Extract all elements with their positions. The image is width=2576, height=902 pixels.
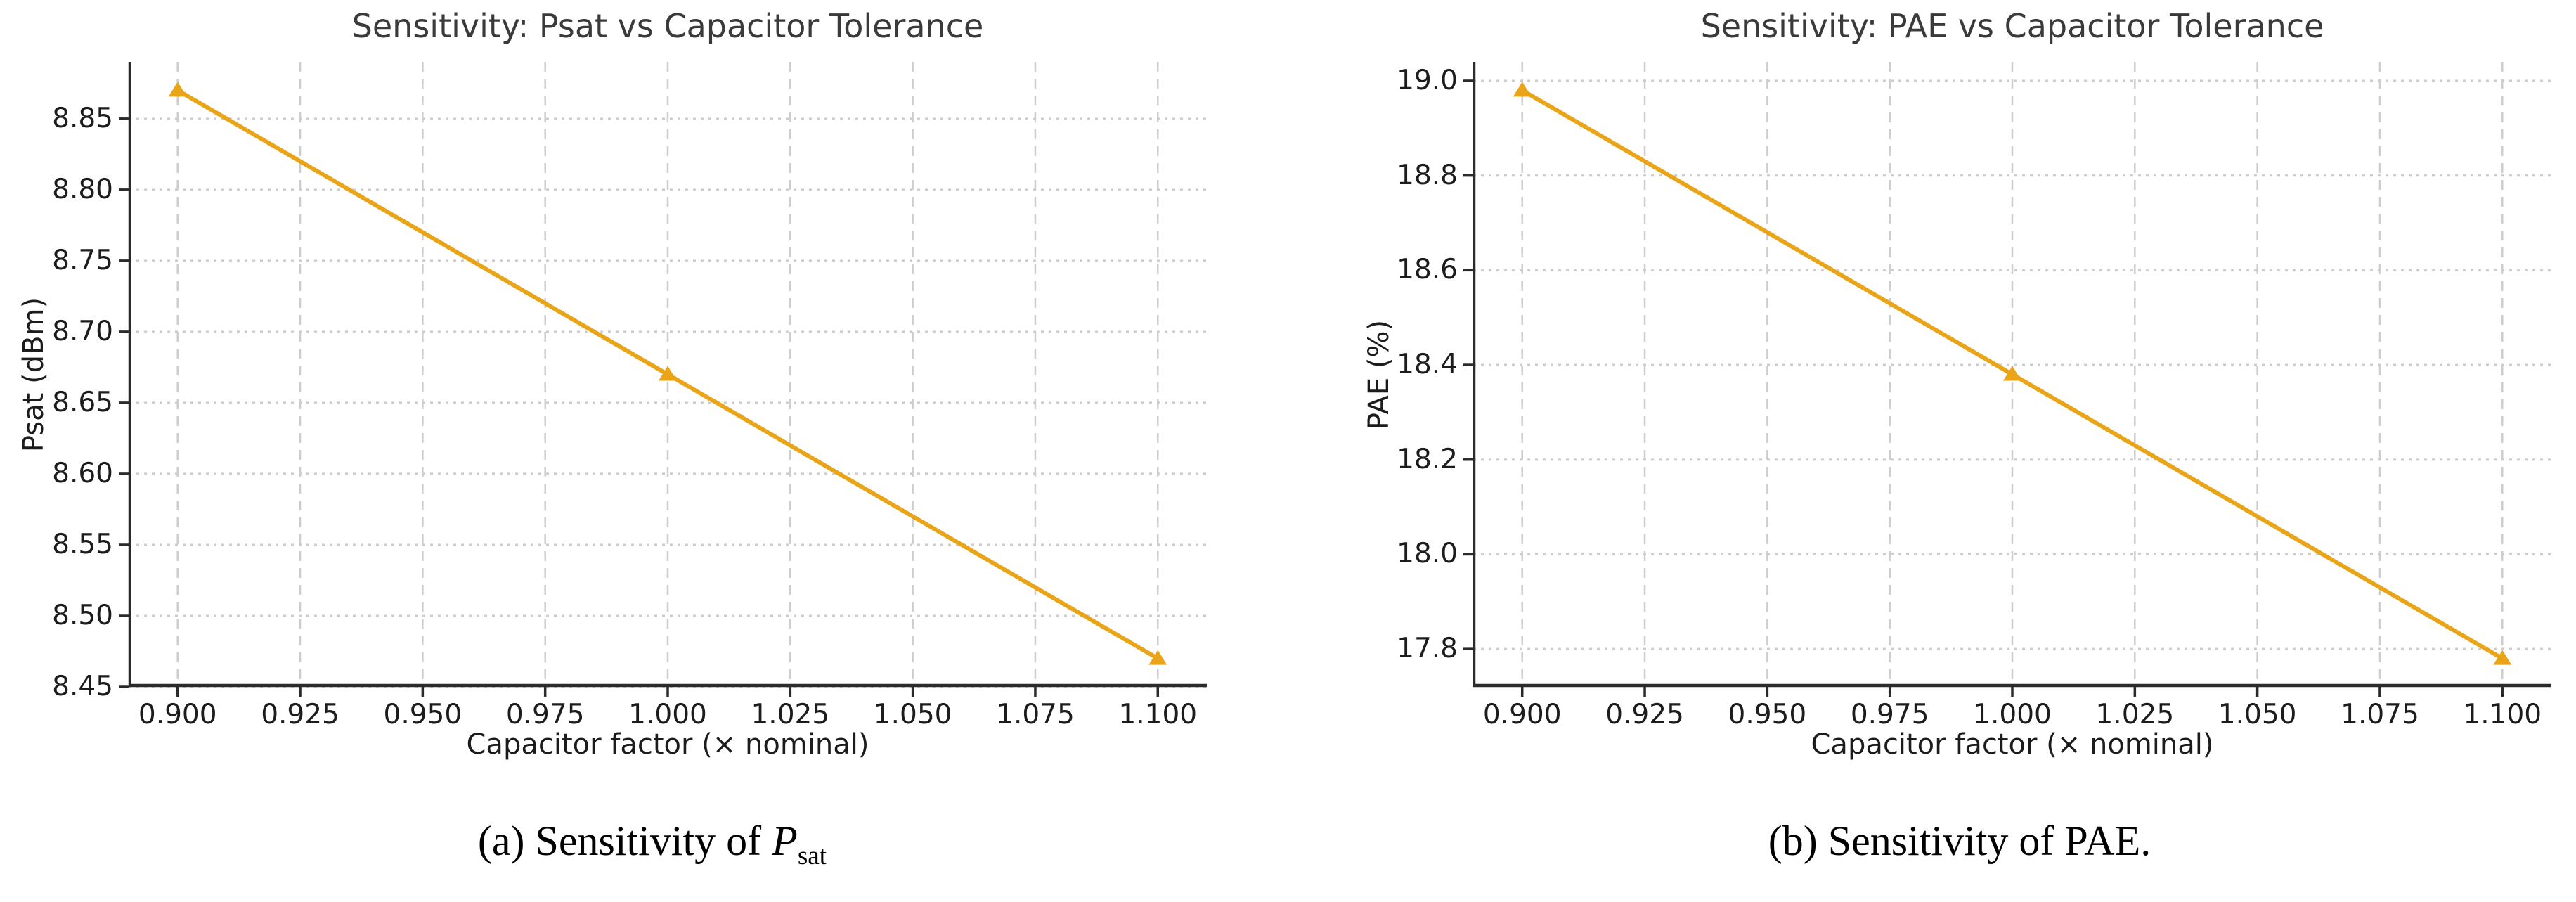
- pae-x-axis-label: Capacitor factor (× nominal): [1811, 728, 2214, 761]
- caption-a-text: (a) Sensitivity of: [477, 818, 772, 864]
- pae-x-tick-label: 0.925: [1605, 699, 1684, 730]
- pae-x-tick-label: 1.025: [2095, 699, 2175, 730]
- psat-y-tick-label: 8.85: [52, 102, 113, 134]
- pae-gridlines: [1473, 62, 2551, 687]
- psat-x-tick-label: 0.925: [261, 699, 339, 730]
- psat-marker: [168, 82, 187, 97]
- psat-gridlines: [129, 62, 1207, 688]
- subfigure-b-caption: (b) Sensitivity of PAE.: [1420, 817, 2499, 880]
- psat-x-tick-label: 1.050: [873, 699, 952, 730]
- pae-y-tick-label: 19.0: [1397, 64, 1458, 96]
- psat-markers: [168, 82, 1167, 665]
- pae-y-tick-label: 18.0: [1397, 538, 1458, 570]
- psat-x-axis-label: Capacitor factor (× nominal): [466, 728, 869, 761]
- pae-x-tick-label: 0.975: [1850, 699, 1929, 730]
- psat-y-tick-label: 8.70: [52, 315, 113, 347]
- pae-y-tick-label: 18.4: [1397, 349, 1458, 381]
- caption-a-math-var: P: [772, 818, 798, 864]
- pae-x-tick-label: 1.100: [2463, 699, 2542, 730]
- psat-chart-plot: [119, 62, 1207, 697]
- pae-x-tick-label: 0.950: [1728, 699, 1807, 730]
- pae-marker: [2493, 650, 2512, 665]
- psat-axes: [119, 62, 1207, 697]
- psat-chart-title: Sensitivity: Psat vs Capacitor Tolerance: [351, 7, 984, 45]
- psat-marker: [659, 366, 677, 381]
- psat-x-tick-label: 1.075: [996, 699, 1075, 730]
- psat-x-tick-label: 1.025: [751, 699, 830, 730]
- pae-x-tick-label: 1.000: [1973, 699, 2052, 730]
- pae-chart-plot: [1463, 62, 2551, 697]
- pae-y-tick-label: 17.8: [1397, 633, 1458, 665]
- pae-x-tick-label: 1.075: [2341, 699, 2419, 730]
- pae-markers: [1513, 82, 2512, 665]
- psat-y-tick-label: 8.55: [52, 528, 113, 560]
- psat-x-tick-label: 1.100: [1118, 699, 1198, 730]
- psat-y-tick-label: 8.80: [52, 173, 113, 205]
- pae-axes: [1463, 62, 2551, 697]
- subfigure-a-caption: (a) Sensitivity of Psat: [113, 817, 1191, 880]
- psat-x-tick-label: 0.900: [138, 699, 217, 730]
- psat-x-tick-label: 0.975: [505, 699, 585, 730]
- psat-y-tick-label: 8.60: [52, 457, 113, 489]
- caption-b-text: (b) Sensitivity of PAE.: [1768, 818, 2151, 864]
- psat-y-tick-label: 8.50: [52, 599, 113, 631]
- pae-marker: [2003, 366, 2021, 381]
- psat-x-tick-label: 1.000: [628, 699, 707, 730]
- psat-y-tick-label: 8.75: [52, 244, 113, 276]
- pae-y-tick-label: 18.8: [1397, 159, 1458, 191]
- pae-x-tick-label: 0.900: [1482, 699, 1562, 730]
- psat-y-tick-label: 8.45: [52, 671, 113, 702]
- pae-y-tick-label: 18.6: [1397, 254, 1458, 286]
- psat-y-tick-label: 8.65: [52, 386, 113, 418]
- pae-x-tick-label: 1.050: [2218, 699, 2297, 730]
- caption-a-math-sub: sat: [797, 842, 827, 870]
- pae-marker: [1513, 82, 1532, 97]
- psat-x-tick-label: 0.950: [383, 699, 462, 730]
- pae-chart-title: Sensitivity: PAE vs Capacitor Tolerance: [1700, 7, 2324, 45]
- pae-y-tick-label: 18.2: [1397, 443, 1458, 475]
- psat-marker: [1148, 650, 1167, 665]
